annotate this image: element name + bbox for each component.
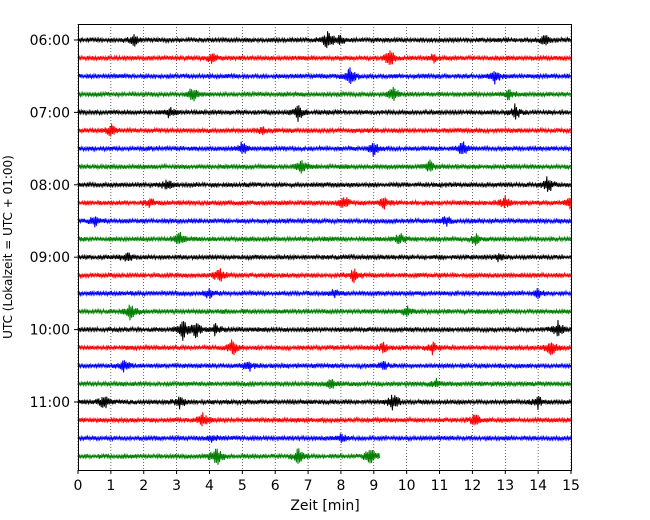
seismic-trace bbox=[77, 412, 572, 427]
x-tick-label: 2 bbox=[139, 478, 148, 494]
seismic-trace bbox=[77, 339, 572, 356]
y-tick-label: 10:00 bbox=[30, 323, 70, 339]
x-tick-label: 6 bbox=[271, 478, 280, 494]
x-tick-label: 3 bbox=[172, 478, 181, 494]
seismic-trace bbox=[77, 319, 572, 341]
seismic-trace bbox=[77, 268, 572, 284]
seismic-trace bbox=[77, 31, 572, 49]
x-tick-label: 5 bbox=[238, 478, 247, 494]
x-tick-label: 11 bbox=[431, 478, 449, 494]
seismic-trace bbox=[77, 252, 572, 263]
y-tick-label: 06:00 bbox=[30, 33, 70, 49]
x-tick-label: 8 bbox=[336, 478, 345, 494]
x-axis-ticks: 0 1 2 3 4 5 6 7 8 9 10 11 12 13 14 15 bbox=[74, 470, 580, 494]
x-axis-title: Zeit [min] bbox=[290, 498, 359, 514]
seismic-trace bbox=[77, 448, 381, 465]
seismic-trace bbox=[77, 67, 572, 85]
x-tick-label: 1 bbox=[106, 478, 115, 494]
y-axis-ticks: 06:00 07:00 08:00 09:00 10:00 11:00 bbox=[30, 33, 78, 411]
x-tick-label: 10 bbox=[398, 478, 416, 494]
x-tick-label: 7 bbox=[304, 478, 313, 494]
seismic-trace bbox=[77, 216, 572, 228]
y-axis-title: UTC (Lokalzeit = UTC + 01:00) bbox=[1, 155, 15, 339]
seismic-trace bbox=[77, 176, 572, 192]
y-tick-label: 09:00 bbox=[30, 250, 70, 266]
x-tick-label: 0 bbox=[74, 478, 83, 494]
seismic-trace bbox=[77, 433, 572, 443]
y-tick-label: 08:00 bbox=[30, 178, 70, 194]
seismic-trace bbox=[77, 103, 572, 122]
seismic-trace bbox=[77, 394, 572, 411]
seismic-trace bbox=[77, 304, 572, 321]
seismic-trace bbox=[77, 195, 572, 210]
seismic-trace bbox=[77, 288, 572, 300]
x-tick-label: 13 bbox=[496, 478, 514, 494]
seismic-trace bbox=[77, 141, 572, 157]
seismic-trace bbox=[77, 231, 572, 246]
x-tick-label: 12 bbox=[463, 478, 481, 494]
seismic-trace bbox=[77, 86, 572, 102]
x-tick-label: 4 bbox=[205, 478, 214, 494]
x-tick-label: 15 bbox=[562, 478, 580, 494]
seismic-trace bbox=[77, 377, 572, 390]
x-tick-label: 14 bbox=[529, 478, 547, 494]
trace-group bbox=[77, 31, 572, 465]
x-tick-label: 9 bbox=[369, 478, 378, 494]
seismic-trace bbox=[77, 123, 572, 137]
seismic-trace bbox=[77, 159, 572, 174]
seismic-trace bbox=[77, 50, 572, 65]
seismic-trace bbox=[77, 360, 572, 373]
y-tick-label: 07:00 bbox=[30, 105, 70, 121]
plot-frame bbox=[78, 24, 572, 471]
y-tick-label: 11:00 bbox=[30, 395, 70, 411]
